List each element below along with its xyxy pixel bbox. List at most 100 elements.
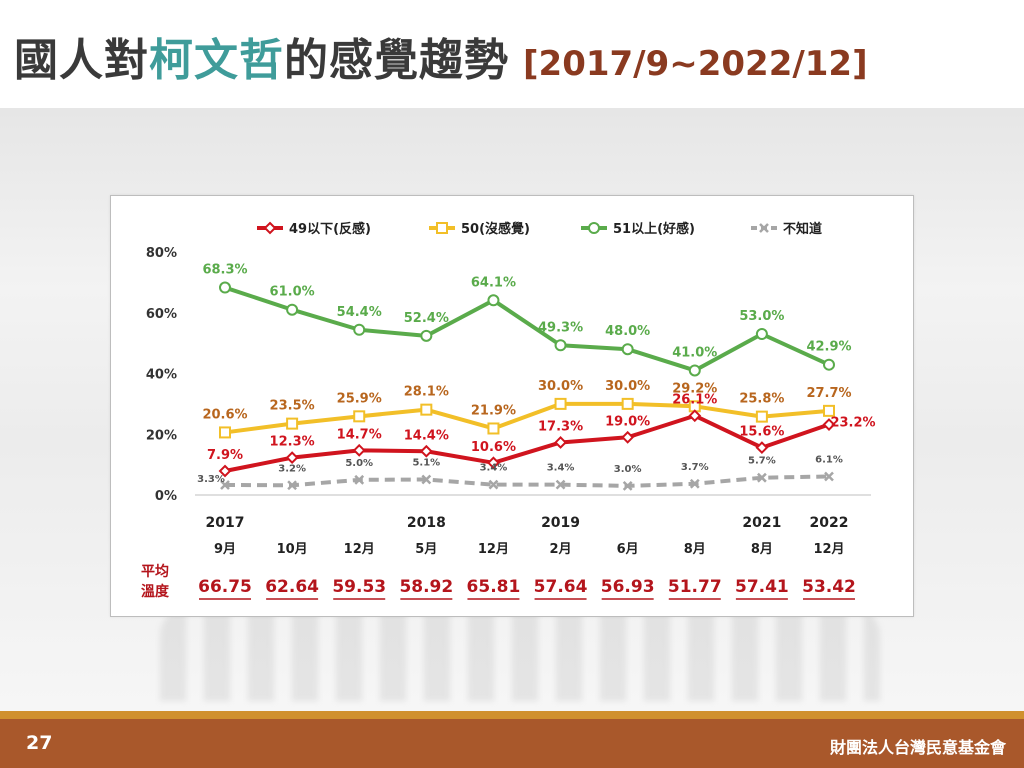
data-point <box>688 364 701 377</box>
series-line-unknown <box>224 474 830 488</box>
data-label-negative: 26.1% <box>672 393 717 408</box>
data-label-positive: 54.4% <box>337 305 382 320</box>
x-month-label: 12月 <box>344 542 375 557</box>
temperature-value: 56.93 <box>601 577 655 597</box>
data-label-unknown: 3.3% <box>197 474 225 485</box>
data-point <box>219 281 231 294</box>
series-line-neutral <box>224 401 830 435</box>
page-number: 27 <box>26 732 53 754</box>
data-label-neutral: 29.2% <box>672 381 717 396</box>
series-line-positive <box>224 285 830 373</box>
title-part1: 國人對 <box>14 35 149 86</box>
data-label-negative: 10.6% <box>471 440 516 455</box>
x-month-label: 12月 <box>813 542 844 557</box>
temperature-value: 59.53 <box>332 577 386 597</box>
data-label-positive: 41.0% <box>672 345 717 360</box>
data-label-positive: 42.9% <box>806 340 851 355</box>
temperature-label: 溫度 <box>141 583 170 600</box>
x-month-label: 9月 <box>214 542 236 557</box>
title-bar: 國人對柯文哲的感覺趨勢 [2017/9~2022/12] <box>0 0 1024 108</box>
y-tick-label: 0% <box>155 489 177 504</box>
data-point <box>353 323 366 336</box>
x-year-label: 2019 <box>541 515 580 531</box>
data-point <box>354 474 365 485</box>
data-label-unknown: 3.4% <box>547 463 575 474</box>
temperature-value: 57.41 <box>735 577 789 597</box>
data-label-neutral: 25.8% <box>739 392 784 407</box>
y-tick-label: 40% <box>146 368 177 383</box>
data-point <box>419 444 433 458</box>
title-highlight: 柯文哲 <box>149 35 284 86</box>
title-part2: 的感覺趨勢 <box>284 35 509 86</box>
data-label-positive: 68.3% <box>202 263 247 278</box>
data-label-unknown: 6.1% <box>815 454 843 465</box>
x-year-label: 2022 <box>810 515 849 531</box>
data-label-neutral: 21.9% <box>471 403 516 418</box>
data-label-positive: 48.0% <box>605 324 650 339</box>
data-point <box>554 339 567 352</box>
data-point <box>352 443 366 457</box>
data-label-unknown: 3.7% <box>681 462 709 473</box>
data-label-positive: 64.1% <box>471 275 516 290</box>
legend-label: 不知道 <box>783 221 822 237</box>
data-point <box>286 417 299 430</box>
data-point <box>218 464 232 478</box>
data-point <box>622 481 633 491</box>
data-point <box>688 409 702 423</box>
data-label-negative: 12.3% <box>270 435 315 450</box>
x-year-label: 2018 <box>407 515 446 531</box>
data-label-unknown: 3.4% <box>480 463 508 474</box>
data-label-negative: 14.4% <box>404 428 449 443</box>
data-label-negative: 15.6% <box>739 425 784 440</box>
data-point <box>487 456 500 470</box>
x-month-label: 6月 <box>617 542 639 557</box>
data-label-negative: 17.3% <box>538 419 583 434</box>
footer-bar <box>0 719 1024 768</box>
data-point <box>220 480 230 490</box>
data-label-negative: 14.7% <box>337 427 382 442</box>
data-point <box>755 328 768 341</box>
data-point <box>219 426 231 439</box>
data-point <box>755 410 768 423</box>
crowd-silhouette-image <box>160 606 880 701</box>
x-month-label: 8月 <box>751 542 773 557</box>
data-point <box>823 358 835 371</box>
legend-label: 51以上(好感) <box>613 221 695 237</box>
data-label-neutral: 23.5% <box>270 399 315 414</box>
data-point <box>353 410 366 423</box>
x-month-label: 10月 <box>277 542 308 557</box>
data-point <box>554 436 567 449</box>
data-point <box>488 479 499 490</box>
x-month-label: 8月 <box>684 542 706 557</box>
data-point <box>621 430 635 444</box>
data-point <box>822 418 836 431</box>
temperature-value: 51.77 <box>668 577 722 597</box>
data-point <box>588 222 600 234</box>
x-month-label: 5月 <box>415 542 437 557</box>
data-label-unknown: 5.0% <box>345 458 373 469</box>
chart-panel: 0% 20% 40% 60% 80% 7.9% 12.3% 14.7% 14.4% 10.6% 17… <box>110 195 914 617</box>
data-label-negative: 7.9% <box>207 448 243 463</box>
data-label-positive: 53.0% <box>739 309 784 324</box>
data-point <box>287 480 297 491</box>
data-point <box>555 479 566 490</box>
data-point <box>554 397 567 410</box>
temperature-value: 57.64 <box>534 577 588 597</box>
series-line-negative <box>224 413 830 473</box>
data-point <box>436 222 448 234</box>
organization-name: 財團法人台灣民意基金會 <box>829 738 1006 757</box>
x-year-label: 2017 <box>206 515 245 531</box>
data-label-positive: 61.0% <box>270 285 315 300</box>
data-label-unknown: 5.1% <box>412 458 440 469</box>
data-point <box>420 329 433 342</box>
data-point <box>487 294 500 307</box>
x-month-label: 2月 <box>550 542 572 557</box>
data-point <box>621 343 634 356</box>
data-point <box>823 404 835 417</box>
data-point <box>286 303 299 316</box>
data-point <box>759 223 769 233</box>
legend-label: 49以下(反感) <box>289 221 371 237</box>
data-point <box>420 403 433 416</box>
data-point <box>263 221 277 235</box>
data-label-neutral: 27.7% <box>806 386 851 401</box>
